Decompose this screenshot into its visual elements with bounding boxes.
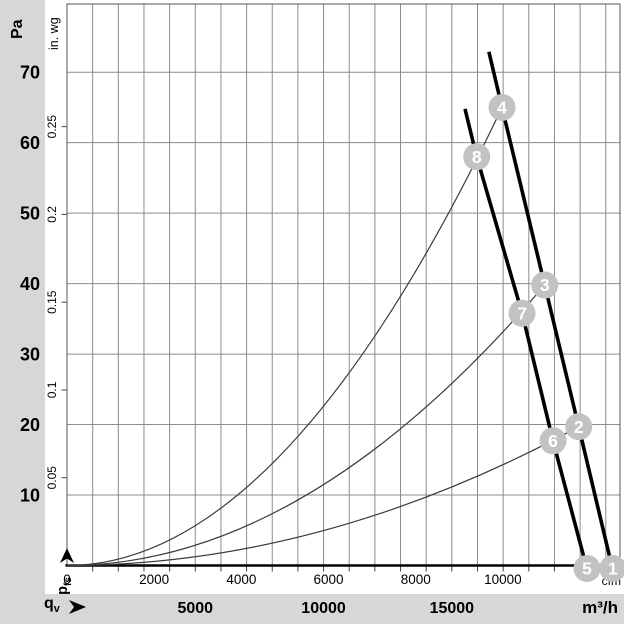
pa-tick-label: 50	[20, 204, 40, 224]
m3h-unit-label: m³/h	[582, 598, 618, 617]
operating-point-3	[531, 271, 559, 299]
m3h-tick-label: 10000	[301, 600, 346, 617]
inwg-tick-label: 0.15	[45, 290, 59, 314]
operating-point-7	[508, 299, 536, 327]
operating-point-2	[565, 413, 593, 441]
system-load-curve	[66, 107, 503, 567]
cfm-tick-labels: 0 2000 4000 6000 8000 10000	[63, 572, 521, 587]
operating-point-number: 7	[517, 303, 527, 323]
cfm-tick-label: 10000	[484, 572, 522, 587]
operating-point-number: 4	[497, 98, 507, 118]
bottom-axis-strip	[0, 594, 624, 624]
pa-tick-label: 60	[20, 133, 40, 153]
pa-tick-labels: 70 60 50 40 30 20 10	[20, 63, 40, 506]
m3h-tick-labels: 5000 10000 15000	[177, 600, 474, 617]
operating-point-number: 1	[608, 559, 618, 579]
pressure-axis-arrow-icon	[60, 548, 74, 563]
operating-point-5	[573, 555, 601, 582]
cfm-tick-label: 0	[63, 572, 71, 587]
left-axis-margin	[0, 0, 45, 624]
cfm-tick-label: 2000	[139, 572, 169, 587]
inwg-tick-label: 0.05	[45, 466, 59, 490]
operating-point-number: 6	[548, 431, 558, 451]
pa-tick-label: 10	[20, 486, 40, 506]
fan-curves	[463, 51, 615, 571]
fan-curve-low-speed	[463, 108, 589, 570]
operating-point-8	[463, 143, 491, 171]
axis-ticks	[92, 566, 607, 572]
pa-tick-label: 70	[20, 63, 40, 83]
pa-tick-label: 40	[20, 274, 40, 294]
inwg-tick-label: 0.1	[45, 381, 59, 398]
cfm-tick-label: 4000	[226, 572, 256, 587]
operating-point-6	[539, 427, 567, 455]
operating-point-4	[488, 93, 516, 121]
system-load-curve	[66, 426, 580, 567]
operating-point-number: 3	[540, 275, 550, 295]
fan-curve-high-speed	[487, 51, 615, 571]
flow-axis-arrow-icon	[68, 600, 86, 614]
flow-symbol: qv	[44, 595, 60, 616]
plot-frame	[65, 3, 621, 567]
inwg-tick-label: 0.25	[45, 115, 59, 139]
m3h-tick-label: 5000	[177, 600, 213, 617]
flow-axis-label-block: qv	[44, 595, 88, 618]
operating-point-number: 2	[574, 417, 584, 437]
operating-point-number: 5	[582, 559, 592, 579]
cfm-tick-label: 6000	[314, 572, 344, 587]
system-load-curve	[66, 284, 546, 567]
operating-point-1	[599, 555, 624, 582]
operating-point-number: 8	[472, 147, 482, 167]
m3h-tick-label: 15000	[430, 600, 475, 617]
cfm-tick-label: 8000	[401, 572, 431, 587]
pa-tick-label: 30	[20, 345, 40, 365]
inwg-tick-label: 0.2	[45, 206, 59, 223]
inwg-tick-labels: 0.25 0.2 0.15 0.1 0.05	[45, 115, 67, 490]
pa-tick-label: 20	[20, 415, 40, 435]
operating-points: 4 3 2 1 8 7 6 5	[463, 93, 624, 582]
system-load-curves	[66, 107, 580, 567]
